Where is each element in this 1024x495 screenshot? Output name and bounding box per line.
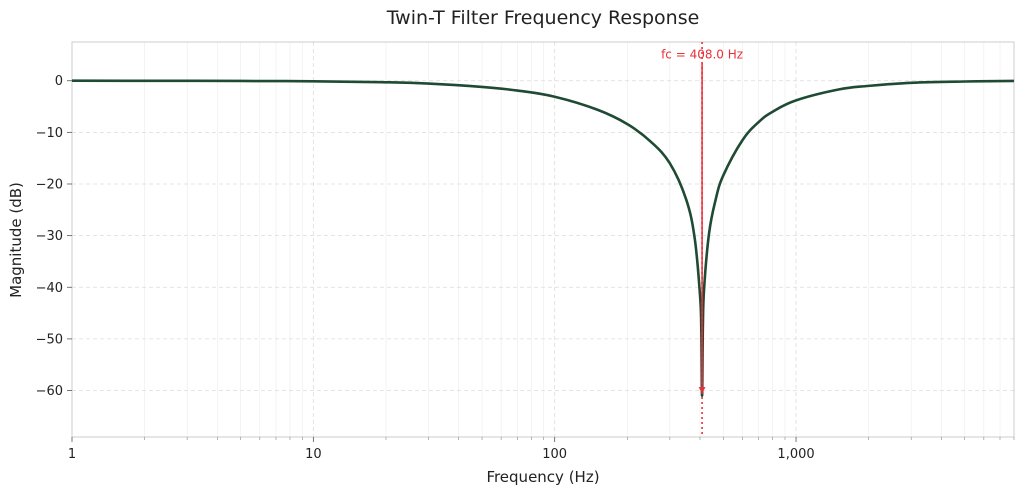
center-frequency-label: fc = 408.0 Hz	[661, 48, 743, 62]
x-tick-label: 1,000	[777, 447, 814, 462]
x-axis-label: Frequency (Hz)	[486, 468, 599, 486]
plot-frame	[71, 41, 1015, 438]
y-tick-label: 0	[55, 74, 63, 89]
chart-title: Twin-T Filter Frequency Response	[386, 7, 700, 29]
y-axis-label: Magnitude (dB)	[7, 182, 25, 298]
x-tick-label: 10	[305, 447, 322, 462]
y-tick-label: −60	[36, 384, 63, 399]
y-tick-label: −40	[36, 281, 63, 296]
y-tick-label: −20	[36, 177, 63, 192]
grid-lines	[71, 42, 1015, 437]
y-tick-label: −50	[36, 332, 63, 347]
y-tick-label: −10	[36, 126, 63, 141]
y-tick-label: −30	[36, 229, 63, 244]
x-tick-label: 100	[542, 447, 567, 462]
annotation-layer: fc = 408.0 Hz	[661, 42, 743, 437]
axis-ticks: 1 10 100 1,000 0 −10 −20 −30 −40 −50 −60	[36, 74, 1015, 462]
series-layer	[71, 79, 1015, 397]
annotation-arrow-head	[698, 387, 706, 394]
magnitude-series-line	[71, 79, 1015, 397]
x-tick-label: 1	[68, 447, 76, 462]
